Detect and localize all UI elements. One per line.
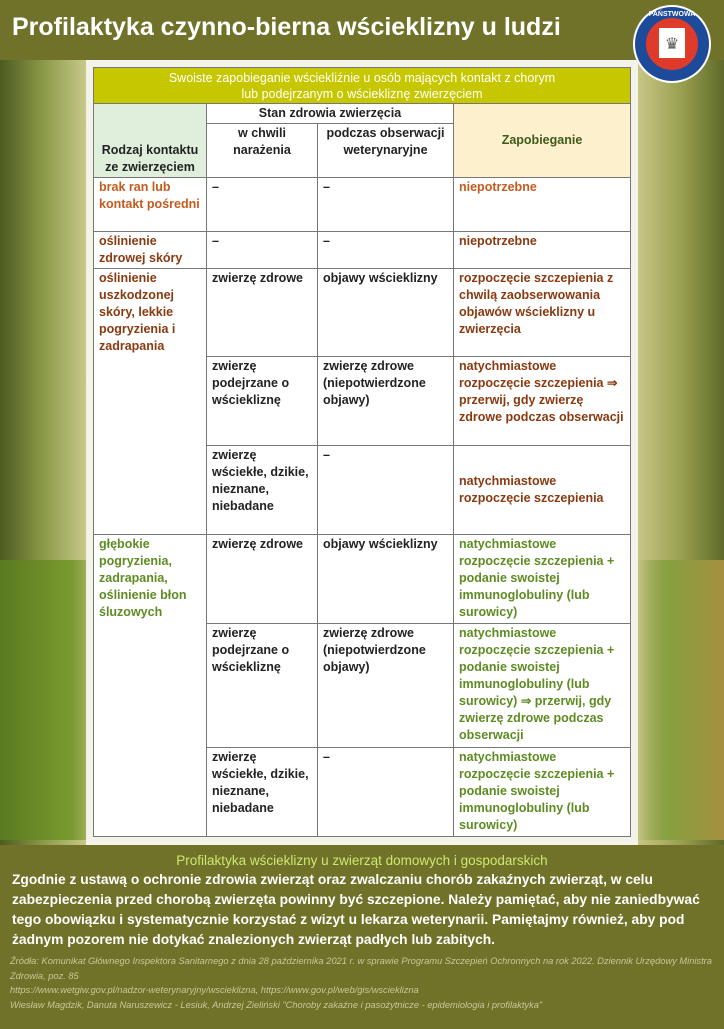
content: Swoiste zapobieganie wściekliźnie u osób… [0, 60, 724, 1029]
table-row: oślinienie uszkodzonej skóry, lekkie pog… [93, 268, 631, 535]
table-row: zwierzę podejrzane o wściekliznę zwierzę… [94, 356, 631, 446]
table-caption: Swoiste zapobieganie wściekliźnie u osób… [93, 67, 631, 104]
footer-paragraph: Zgodnie z ustawą o ochronie zdrowia zwie… [12, 872, 700, 947]
contact-cell: brak ran lub kontakt pośredni [93, 177, 207, 232]
exposure-cell: zwierzę zdrowe [206, 534, 318, 624]
exposure-cell: zwierzę podejrzane o wściekliznę [206, 356, 318, 446]
table-panel: Swoiste zapobieganie wściekliźnie u osób… [86, 60, 638, 845]
inspekcja-sanitarna-logo: ♛ PAŃSTWOWA [633, 5, 711, 83]
prevention-cell: niepotrzebne [453, 231, 631, 269]
footer-subtitle: Profilaktyka wścieklizny u zwierząt domo… [176, 853, 548, 868]
prevention-cell: rozpoczęcie szczepienia z chwilą zaobser… [453, 268, 631, 357]
caption-line-2: lub podejrzanym o wściekliznę zwierzęcie… [241, 86, 483, 101]
contact-cell: oślinienie zdrowej skóry [93, 231, 207, 269]
observation-cell: – [317, 747, 454, 837]
observation-cell: – [317, 231, 454, 269]
exposure-cell: zwierzę podejrzane o wściekliznę [206, 623, 318, 748]
exposure-cell: zwierzę wściekłe, dzikie, nieznane, nieb… [206, 747, 318, 837]
table-row: oślinienie zdrowej skóry – – niepotrzebn… [93, 231, 631, 269]
exposure-cell: zwierzę zdrowe [206, 268, 318, 357]
table-row: zwierzę wściekłe, dzikie, nieznane, nieb… [94, 445, 631, 535]
observation-cell: objawy wścieklizny [317, 268, 454, 357]
header-exposure: w chwili narażenia [206, 123, 318, 178]
table-row: zwierzę wściekłe, dzikie, nieznane, nieb… [94, 747, 631, 837]
observation-cell: – [317, 177, 454, 232]
header-prevention: Zapobieganie [453, 103, 631, 178]
exposure-cell: zwierzę wściekłe, dzikie, nieznane, nieb… [206, 445, 318, 535]
observation-cell: zwierzę zdrowe (niepotwierdzone objawy) [317, 623, 454, 748]
header-bar: Profilaktyka czynno-bierna wścieklizny u… [0, 0, 724, 60]
source-2: https://www.wetgiw.gov.pl/nadzor-weteryn… [10, 985, 419, 995]
prevention-cell: natychmiastowe rozpoczęcie szczepienia ⇒… [453, 356, 631, 446]
svg-text:PAŃSTWOWA: PAŃSTWOWA [649, 9, 696, 18]
footer: Profilaktyka wścieklizny u zwierząt domo… [0, 845, 724, 1029]
svg-text:♛: ♛ [665, 36, 679, 53]
prevention-cell: natychmiastowe rozpoczęcie szczepienia +… [453, 623, 631, 748]
caption-line-1: Swoiste zapobieganie wściekliźnie u osób… [168, 70, 556, 85]
prevention-cell: natychmiastowe rozpoczęcie szczepienia [453, 445, 631, 535]
exposure-cell: – [206, 177, 318, 232]
table-row: zwierzę podejrzane o wściekliznę zwierzę… [94, 623, 631, 748]
header-observation: podczas obserwacji weterynaryjne [317, 123, 454, 178]
observation-cell: zwierzę zdrowe (niepotwierdzone objawy) [317, 356, 454, 446]
sources: Źródła: Komunikat Głównego Inspektora Sa… [10, 954, 715, 1012]
table-row: głębokie pogryzienia, zadrapania, oślini… [93, 534, 631, 837]
prevention-cell: niepotrzebne [453, 177, 631, 232]
header-health: Stan zdrowia zwierzęcia [206, 103, 454, 124]
table-row: brak ran lub kontakt pośredni – – niepot… [93, 177, 631, 232]
source-3: Wiesław Magdzik, Danuta Naruszewicz - Le… [10, 999, 543, 1010]
observation-cell: objawy wścieklizny [317, 534, 454, 624]
contact-cell: głębokie pogryzienia, zadrapania, oślini… [93, 534, 207, 837]
prevention-cell: natychmiastowe rozpoczęcie szczepienia +… [453, 747, 631, 837]
page-title: Profilaktyka czynno-bierna wścieklizny u… [12, 13, 561, 41]
rabies-prevention-table: Swoiste zapobieganie wściekliźnie u osób… [93, 67, 631, 837]
contact-cell: oślinienie uszkodzonej skóry, lekkie pog… [93, 268, 207, 535]
observation-cell: – [317, 445, 454, 535]
source-1: Źródła: Komunikat Głównego Inspektora Sa… [10, 956, 712, 981]
exposure-cell: – [206, 231, 318, 269]
header-contact: Rodzaj kontaktu ze zwierzęciem [93, 103, 207, 178]
prevention-cell: natychmiastowe rozpoczęcie szczepienia +… [453, 534, 631, 624]
